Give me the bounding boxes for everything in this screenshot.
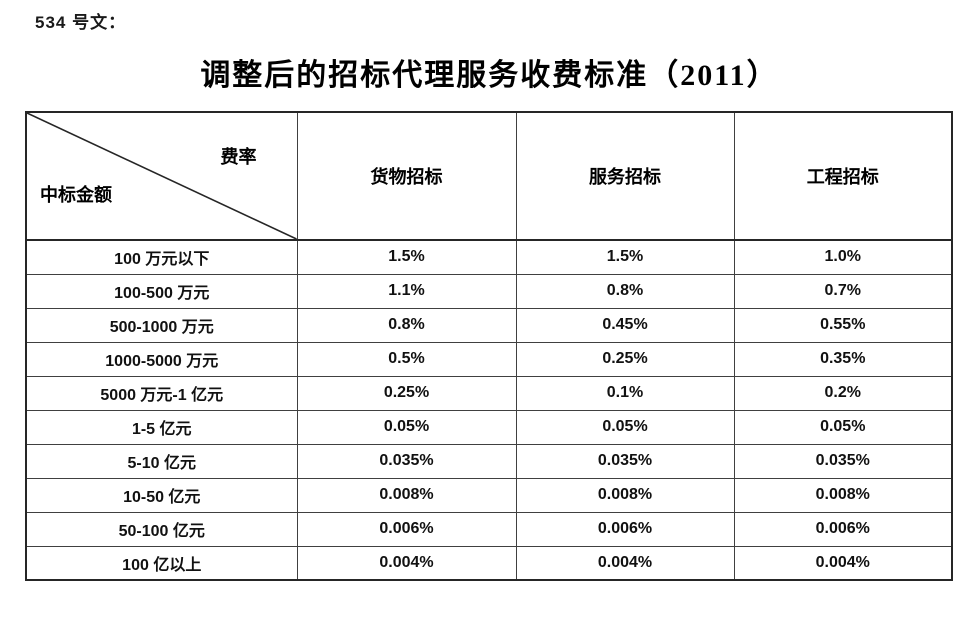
table-row: 50-100 亿元 0.006% 0.006% 0.006% bbox=[25, 511, 953, 547]
goods-rate-cell: 0.006% bbox=[296, 511, 517, 547]
amount-range-cell: 500-1000 万元 bbox=[25, 307, 298, 343]
amount-range-cell: 5-10 亿元 bbox=[25, 443, 298, 479]
page-title: 调整后的招标代理服务收费标准（2011） bbox=[200, 59, 779, 92]
engineering-rate-cell: 0.2% bbox=[733, 375, 953, 411]
goods-rate-cell: 0.5% bbox=[296, 341, 517, 377]
doc-number-label: 534 号文： bbox=[35, 13, 127, 32]
goods-rate-cell: 1.5% bbox=[296, 239, 517, 275]
amount-range-cell: 50-100 亿元 bbox=[25, 511, 298, 547]
fee-rate-table: 费率 中标金额 货物招标 服务招标 工程招标 100 万元以下 1.5% 1.5… bbox=[25, 111, 953, 581]
goods-rate-cell: 0.8% bbox=[296, 307, 517, 343]
service-rate-cell: 0.1% bbox=[515, 375, 735, 411]
service-rate-cell: 0.25% bbox=[515, 341, 735, 377]
column-header-engineering-bidding: 工程招标 bbox=[733, 111, 953, 241]
service-rate-cell: 0.05% bbox=[515, 409, 735, 445]
engineering-rate-cell: 1.0% bbox=[733, 239, 953, 275]
goods-rate-cell: 0.25% bbox=[296, 375, 517, 411]
engineering-rate-cell: 0.004% bbox=[733, 545, 953, 581]
corner-header-cell: 费率 中标金额 bbox=[25, 111, 298, 241]
service-rate-cell: 0.8% bbox=[515, 273, 735, 309]
amount-range-cell: 10-50 亿元 bbox=[25, 477, 298, 513]
table-row: 10-50 亿元 0.008% 0.008% 0.008% bbox=[25, 477, 953, 513]
service-rate-cell: 0.004% bbox=[515, 545, 735, 581]
engineering-rate-cell: 0.55% bbox=[733, 307, 953, 343]
service-rate-cell: 1.5% bbox=[515, 239, 735, 275]
engineering-rate-cell: 0.7% bbox=[733, 273, 953, 309]
goods-rate-cell: 0.004% bbox=[296, 545, 517, 581]
engineering-rate-cell: 0.05% bbox=[733, 409, 953, 445]
table-row: 100-500 万元 1.1% 0.8% 0.7% bbox=[25, 273, 953, 309]
goods-rate-cell: 0.05% bbox=[296, 409, 517, 445]
table-header-row: 费率 中标金额 货物招标 服务招标 工程招标 bbox=[25, 111, 953, 241]
table-row: 1000-5000 万元 0.5% 0.25% 0.35% bbox=[25, 341, 953, 377]
column-header-service-bidding: 服务招标 bbox=[515, 111, 735, 241]
amount-range-cell: 5000 万元-1 亿元 bbox=[25, 375, 298, 411]
service-rate-cell: 0.035% bbox=[515, 443, 735, 479]
corner-label-bid-amount: 中标金额 bbox=[40, 185, 112, 205]
amount-range-cell: 1000-5000 万元 bbox=[25, 341, 298, 377]
diagonal-divider-line bbox=[27, 113, 297, 239]
table-row: 5000 万元-1 亿元 0.25% 0.1% 0.2% bbox=[25, 375, 953, 411]
amount-range-cell: 100-500 万元 bbox=[25, 273, 298, 309]
goods-rate-cell: 0.008% bbox=[296, 477, 517, 513]
table-row: 500-1000 万元 0.8% 0.45% 0.55% bbox=[25, 307, 953, 343]
service-rate-cell: 0.45% bbox=[515, 307, 735, 343]
engineering-rate-cell: 0.006% bbox=[733, 511, 953, 547]
table-row: 1-5 亿元 0.05% 0.05% 0.05% bbox=[25, 409, 953, 445]
engineering-rate-cell: 0.035% bbox=[733, 443, 953, 479]
service-rate-cell: 0.006% bbox=[515, 511, 735, 547]
engineering-rate-cell: 0.008% bbox=[733, 477, 953, 513]
column-header-goods-bidding: 货物招标 bbox=[296, 111, 517, 241]
table-row: 100 亿以上 0.004% 0.004% 0.004% bbox=[25, 545, 953, 581]
corner-label-fee-rate: 费率 bbox=[220, 147, 257, 167]
service-rate-cell: 0.008% bbox=[515, 477, 735, 513]
goods-rate-cell: 1.1% bbox=[296, 273, 517, 309]
amount-range-cell: 100 万元以下 bbox=[25, 239, 298, 275]
amount-range-cell: 100 亿以上 bbox=[25, 545, 298, 581]
amount-range-cell: 1-5 亿元 bbox=[25, 409, 298, 445]
goods-rate-cell: 0.035% bbox=[296, 443, 517, 479]
table-row: 5-10 亿元 0.035% 0.035% 0.035% bbox=[25, 443, 953, 479]
engineering-rate-cell: 0.35% bbox=[733, 341, 953, 377]
table-row: 100 万元以下 1.5% 1.5% 1.0% bbox=[25, 239, 953, 275]
